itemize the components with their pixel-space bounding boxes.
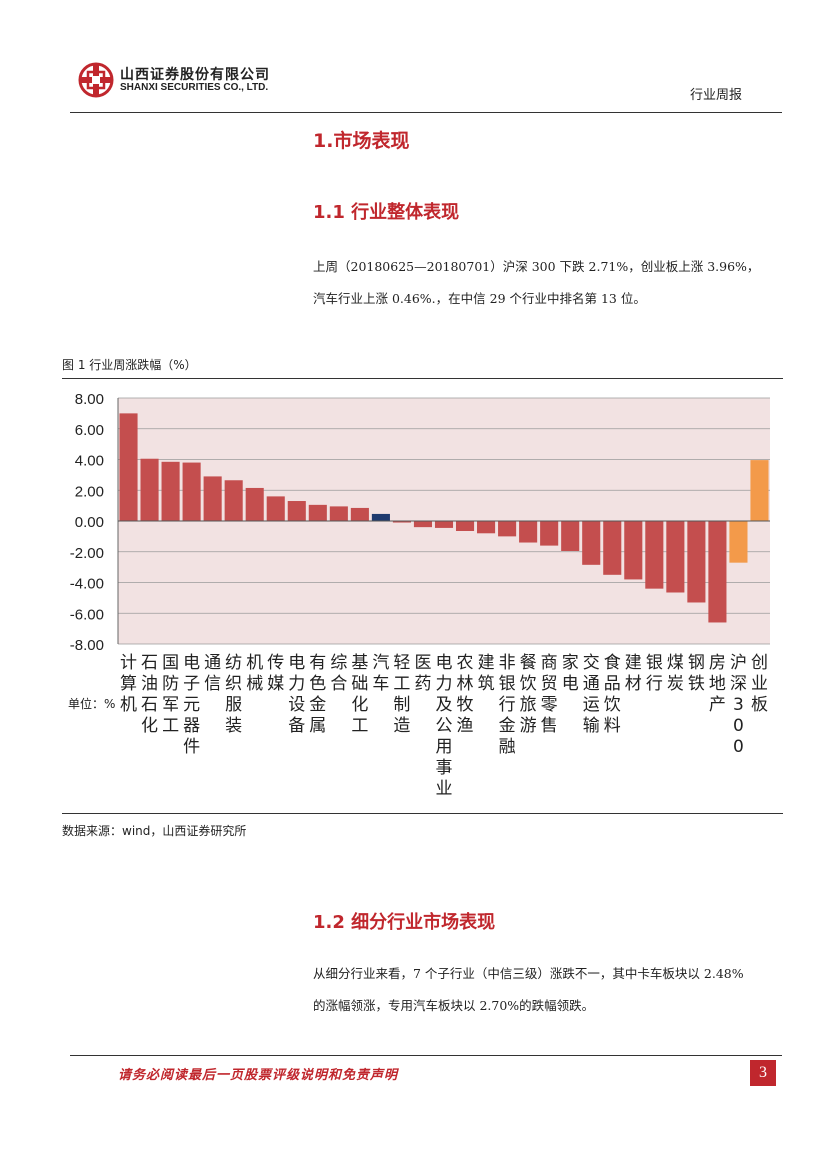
x-tick-label: 医药	[414, 653, 431, 694]
x-tick-label: 传媒	[267, 653, 284, 694]
bar	[161, 461, 180, 521]
x-tick-label: 建材	[625, 653, 642, 694]
bar	[603, 521, 622, 575]
y-tick-label: 4.00	[75, 453, 104, 470]
bar	[308, 504, 327, 521]
bar	[519, 521, 538, 543]
x-tick-label: 电力及公用事业	[436, 653, 453, 799]
company-name-en: SHANXI SECURITIES CO., LTD.	[120, 82, 269, 93]
bar	[434, 521, 454, 528]
x-tick-label: 计算机	[120, 653, 137, 715]
industry-weekly-change-chart: 8.00 6.00 4.00 2.00 0.00 -2.00 -4.00 -6.00 -8.00…	[68, 391, 770, 799]
bar	[645, 521, 664, 589]
x-tick-label: 国防军工	[162, 653, 179, 736]
bar	[729, 521, 748, 563]
x-tick-label: 电子元器件	[183, 653, 200, 757]
bar	[350, 507, 369, 521]
bar	[287, 501, 306, 521]
y-tick-label: -2.00	[70, 545, 104, 562]
subsection-title-1-2: 1.2 细分行业市场表现	[313, 912, 496, 933]
bar	[182, 462, 201, 521]
bar	[624, 521, 643, 580]
x-tick-label: 石油石化	[141, 653, 158, 736]
bar	[455, 521, 475, 531]
y-tick-label: 8.00	[75, 391, 104, 408]
x-tick-label: 沪深 3 0 0	[730, 653, 747, 757]
x-tick-label: 有色金属	[309, 653, 326, 736]
header-divider	[70, 112, 782, 113]
x-tick-label: 综合	[330, 653, 347, 694]
x-tick-label: 轻工制造	[393, 653, 410, 736]
figure-top-rule	[62, 378, 783, 379]
paragraph-line: 汽车行业上涨 0.46%.，在中信 29 个行业中排名第 13 位。	[313, 291, 646, 306]
company-name-cn: 山西证券股份有限公司	[120, 67, 270, 83]
x-tick-label: 创业板	[751, 653, 768, 715]
x-tick-label: 非银行金融	[499, 653, 516, 757]
bar	[750, 460, 769, 521]
bar	[687, 521, 706, 603]
bar	[666, 521, 685, 593]
x-tick-label: 食品饮料	[604, 653, 621, 736]
bar	[540, 521, 559, 546]
y-tick-label: 0.00	[75, 514, 104, 531]
x-tick-label: 纺织服装	[225, 653, 242, 736]
x-tick-label: 银行	[646, 653, 663, 694]
x-tick-label: 煤炭	[667, 653, 684, 694]
paragraph-line: 上周（20180625—20180701）沪深 300 下跌 2.71%，创业板…	[313, 259, 760, 274]
x-tick-label: 建筑	[478, 653, 495, 694]
x-tick-label: 通信	[204, 653, 221, 694]
footer-divider	[70, 1055, 782, 1056]
figure-title: 图 1 行业周涨跌幅（%）	[62, 358, 197, 372]
bar	[224, 480, 243, 521]
bar	[266, 496, 285, 521]
data-source: 数据来源：wind，山西证券研究所	[62, 824, 247, 838]
x-tick-label: 餐饮旅游	[520, 653, 537, 736]
y-tick-label: -6.00	[70, 606, 104, 623]
x-tick-label: 钢铁	[688, 653, 705, 694]
x-tick-label: 机械	[246, 653, 263, 694]
bar	[477, 521, 496, 534]
bar	[582, 521, 601, 565]
x-tick-label: 电力设备	[288, 653, 305, 736]
y-tick-label: -8.00	[70, 637, 104, 654]
subsection-title-1-1: 1.1 行业整体表现	[313, 202, 460, 223]
paragraph-1-1: 上周（20180625—20180701）沪深 300 下跌 2.71%，创业板…	[313, 251, 783, 315]
x-tick-label: 家电	[562, 653, 579, 694]
bar	[498, 521, 517, 537]
bar	[371, 513, 390, 521]
bar	[245, 487, 264, 521]
disclaimer-text: 请务必阅读最后一页股票评级说明和免责声明	[118, 1068, 399, 1083]
x-tick-label: 商贸零售	[541, 653, 558, 736]
x-tick-label: 汽车	[372, 653, 389, 694]
figure-bottom-rule	[62, 813, 783, 814]
bar	[119, 413, 138, 521]
company-logo-icon	[78, 62, 114, 98]
paragraph-1-2: 从细分行业来看，7 个子行业（中信三级）涨跌不一，其中卡车板块以 2.48% 的…	[313, 958, 783, 1022]
section-title: 1.市场表现	[313, 130, 410, 152]
y-tick-label: -4.00	[70, 576, 104, 593]
paragraph-line: 的涨幅领涨，专用汽车板块以 2.70%的跌幅领跌。	[313, 998, 595, 1013]
x-tick-label: 基础化工	[351, 653, 368, 736]
paragraph-line: 从细分行业来看，7 个子行业（中信三级）涨跌不一，其中卡车板块以 2.48%	[313, 966, 744, 981]
x-tick-label: 农林牧渔	[457, 653, 474, 736]
bar	[203, 476, 222, 521]
y-tick-label: 6.00	[75, 422, 104, 439]
bar	[329, 506, 348, 521]
bar	[140, 458, 159, 521]
bar	[561, 521, 580, 551]
page-number: 3	[750, 1060, 776, 1086]
bar	[392, 521, 411, 523]
bar	[708, 521, 727, 623]
bar	[413, 521, 433, 528]
unit-label: 单位：%	[68, 696, 115, 711]
y-tick-label: 2.00	[75, 483, 104, 500]
report-type-label: 行业周报	[690, 88, 743, 103]
x-tick-label: 房地产	[709, 653, 726, 715]
x-tick-label: 交通运输	[583, 653, 600, 736]
